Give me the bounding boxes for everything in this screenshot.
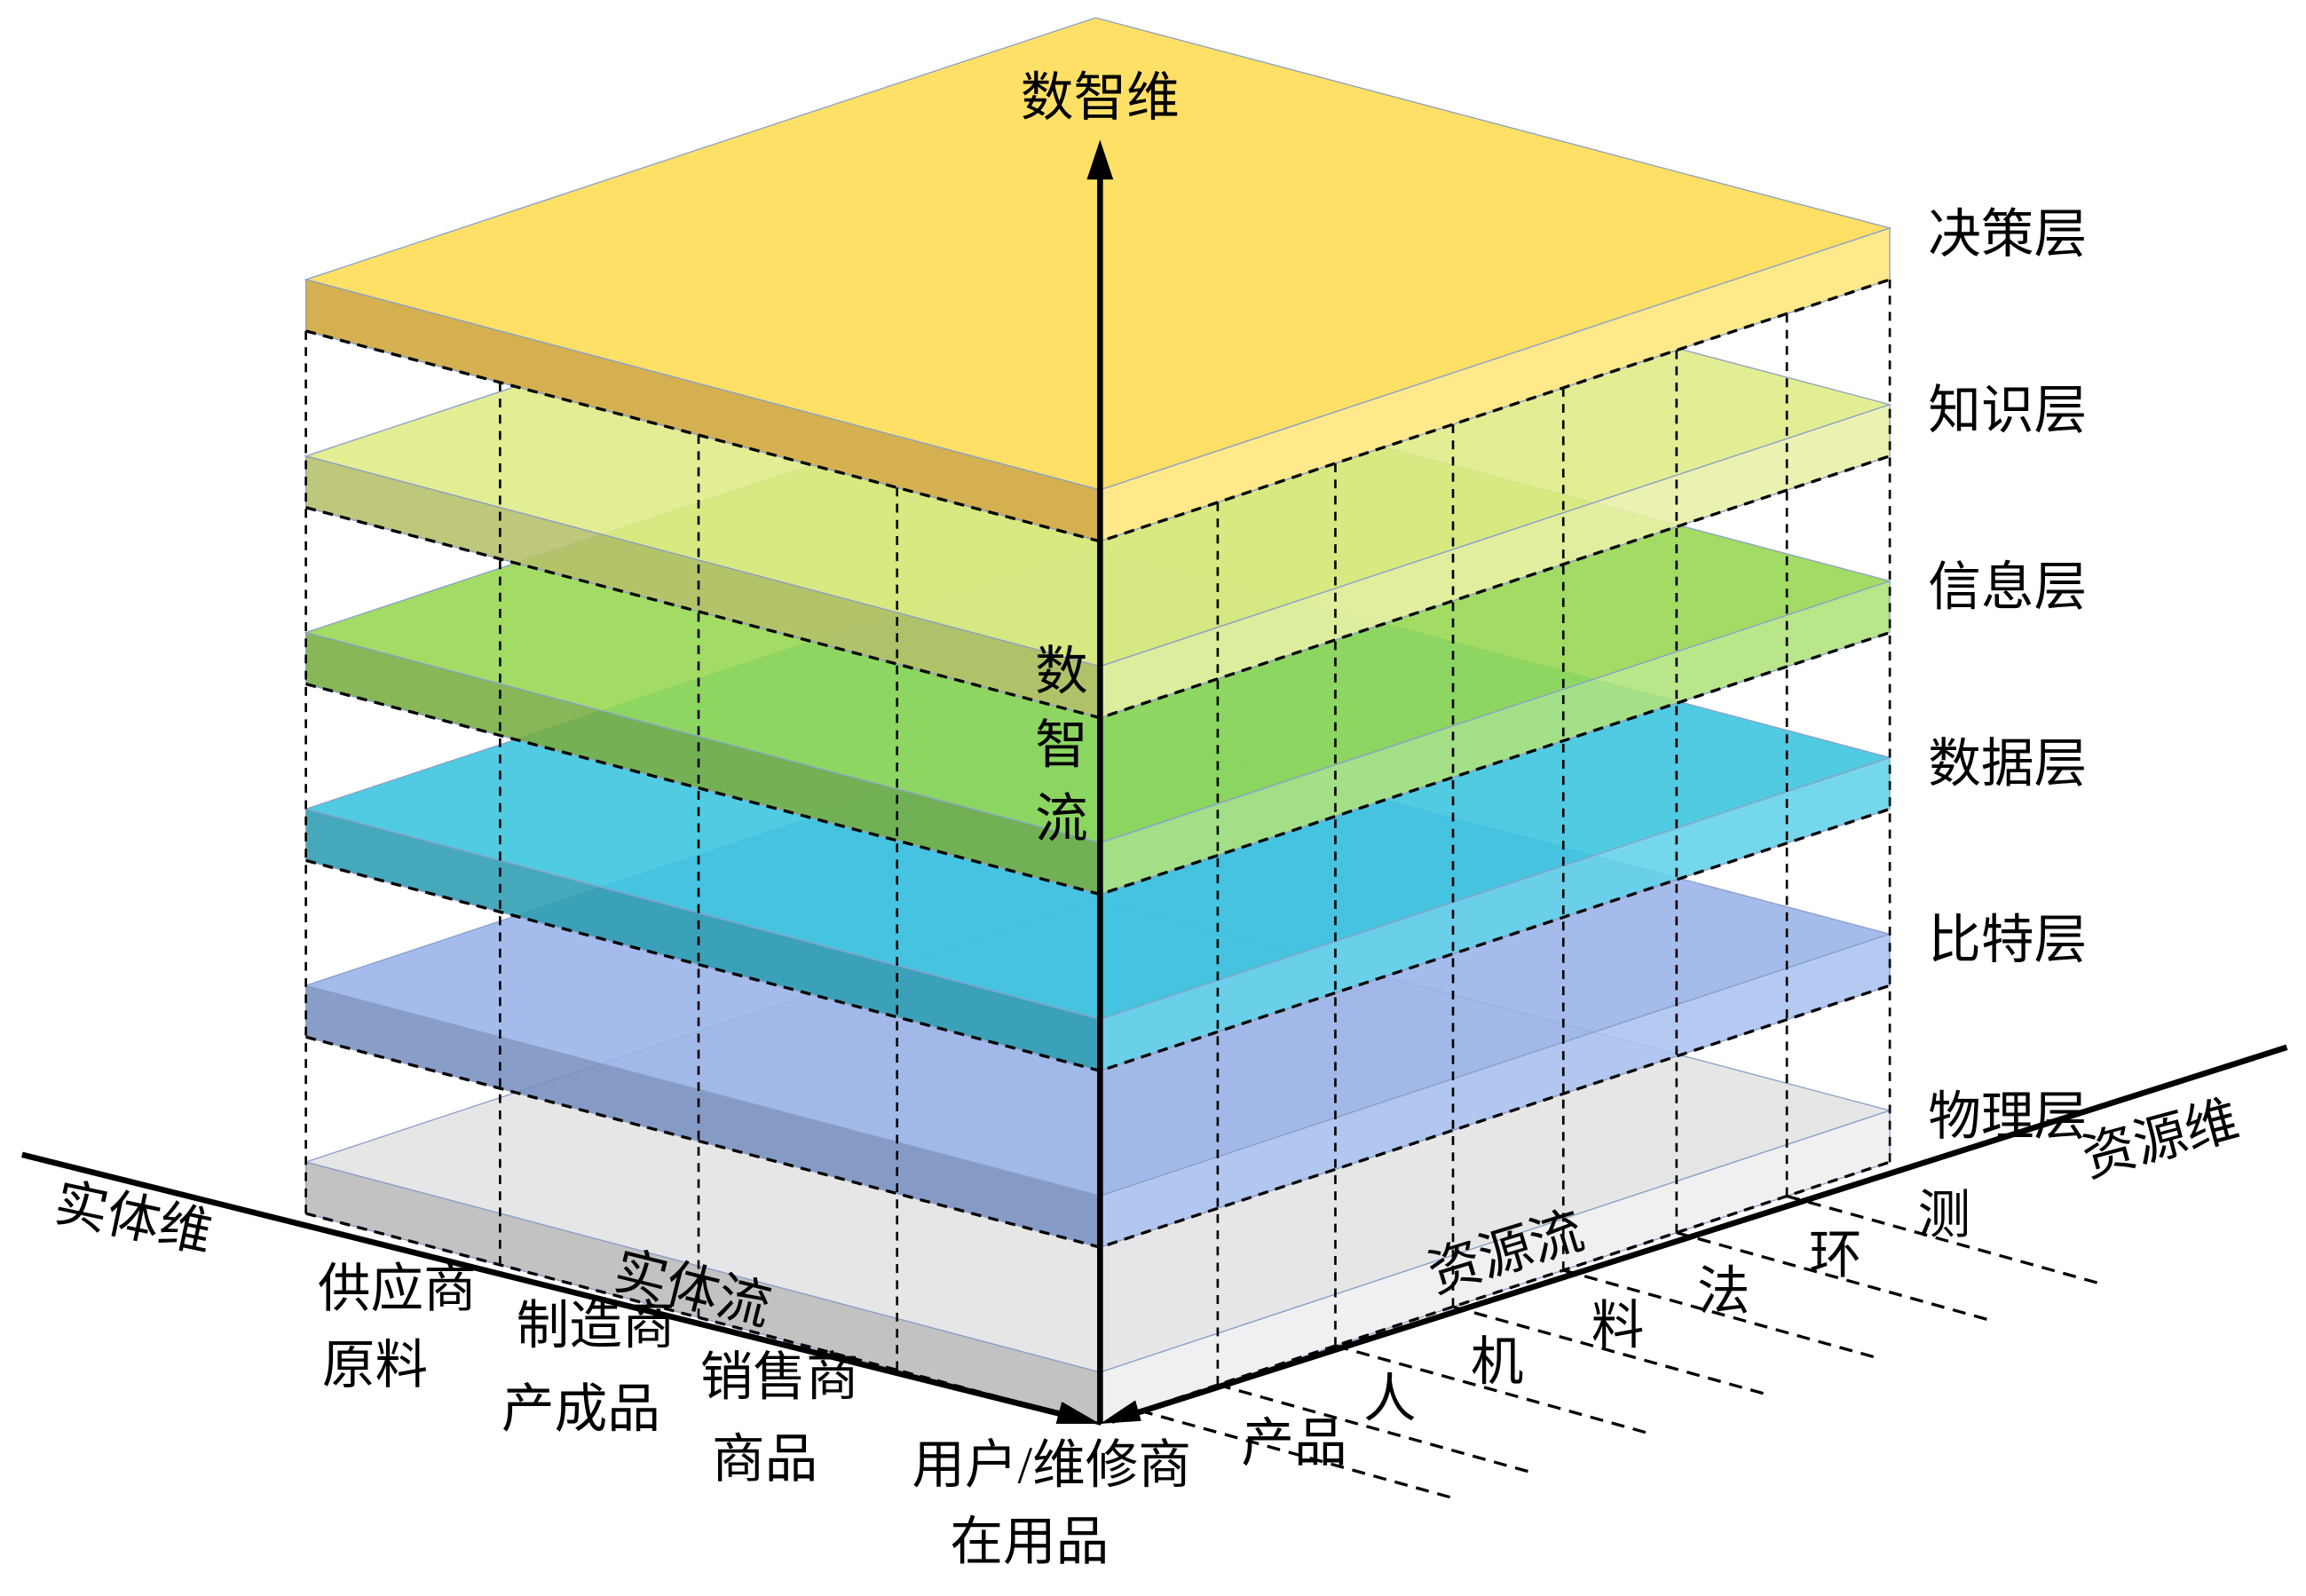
resource-guide	[1139, 1409, 1457, 1501]
resource-guide	[1562, 1268, 1880, 1361]
layer-label: 数据层	[1928, 734, 2087, 793]
entity-name: 销售商	[700, 1347, 859, 1406]
layer-label: 信息层	[1928, 558, 2087, 617]
entity-item: 商品	[712, 1430, 817, 1489]
layer-label: 知识层	[1928, 382, 2087, 440]
resource-guide	[1217, 1383, 1535, 1475]
resource-guide	[1676, 1231, 1994, 1323]
layer-label: 物理层	[1928, 1087, 2087, 1146]
resource-guide	[1786, 1194, 2104, 1286]
entity-axis-label: 实体维	[50, 1173, 217, 1264]
vertical-axis-label: 数智维	[1021, 68, 1180, 127]
arrow-head	[1086, 139, 1114, 180]
resource-guide	[1452, 1305, 1770, 1397]
entity-name: 用户/维修商	[912, 1436, 1191, 1495]
resource-label: 法	[1697, 1262, 1750, 1321]
resource-guide	[1335, 1344, 1653, 1436]
arrow-head	[1100, 1400, 1141, 1425]
resource-label: 产品	[1241, 1414, 1346, 1473]
resource-label: 料	[1591, 1296, 1645, 1355]
entity-item: 产成品	[501, 1380, 660, 1439]
layer-label: 决策层	[1928, 205, 2087, 264]
resource-label: 机	[1471, 1333, 1524, 1392]
arrow-head	[1055, 1402, 1101, 1425]
vertical-flow-label: 数智流	[1028, 643, 1086, 864]
resource-axis	[1110, 1044, 2288, 1424]
resource-label: 环	[1809, 1226, 1862, 1284]
entity-axis	[21, 1151, 1089, 1424]
resource-label: 人	[1363, 1370, 1417, 1428]
resource-label: 测	[1918, 1186, 1971, 1244]
layer-label: 比特层	[1928, 911, 2087, 969]
entity-name: 供应商	[318, 1260, 477, 1318]
axes	[21, 139, 2288, 1425]
entity-item: 在用品	[950, 1513, 1109, 1571]
labels: 数智维 实体维 资源维 数智流 实体流 资源流 物理层比特层数据层信息层知识层决…	[50, 68, 2245, 1571]
entity-name: 制造商	[517, 1296, 675, 1355]
entity-item: 原料	[322, 1336, 428, 1395]
